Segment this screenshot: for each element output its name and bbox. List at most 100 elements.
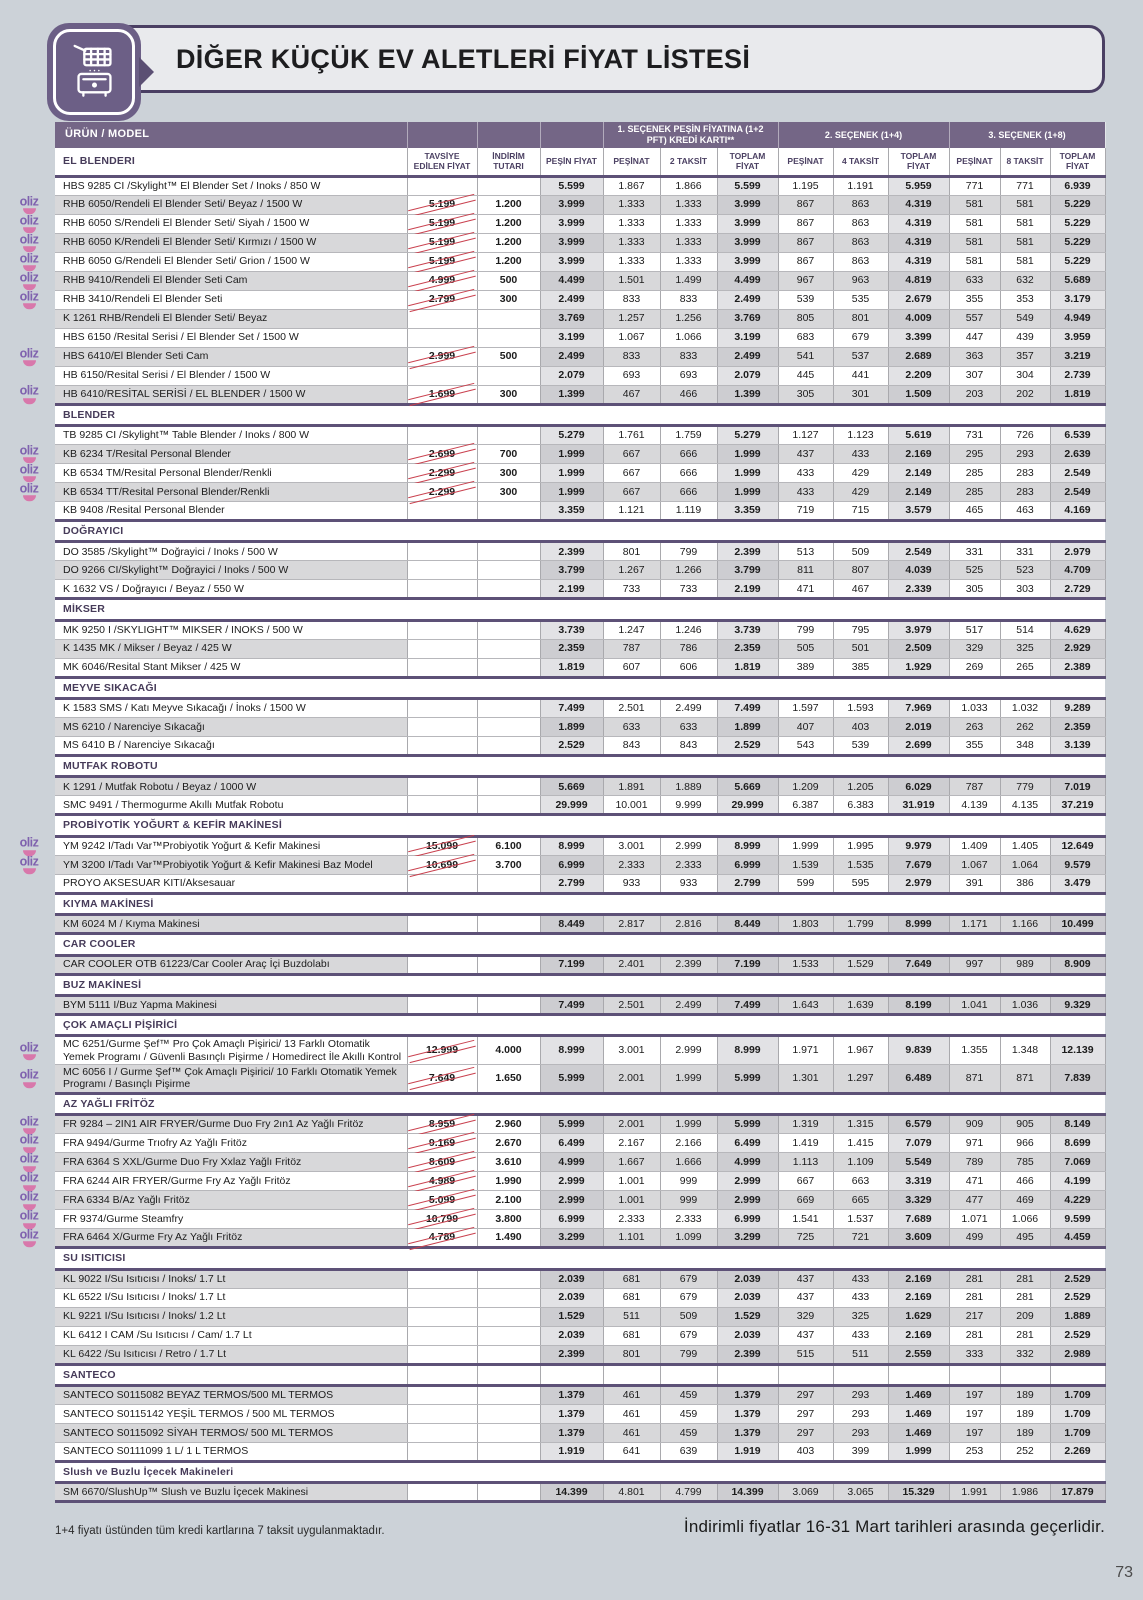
table-row: oliz HBS 6410/El Blender Seti Cam 2.999 500… [20, 347, 1106, 367]
price-cell: 1.929 [888, 658, 950, 678]
section-header-row: MEYVE SIKACAĞI [55, 675, 1106, 701]
price-cell: 541 [778, 347, 834, 367]
price-cell: 363 [949, 347, 1001, 367]
price-cell: 679 [833, 328, 889, 348]
product-name: KL 9022 I/Su Isıtıcısı / Inoks/ 1.7 Lt [63, 1272, 226, 1285]
section-header-cell [603, 1362, 661, 1387]
price-cell: 799 [660, 1345, 718, 1365]
price-cell [407, 914, 478, 935]
price-cell [407, 955, 478, 975]
price-cell: 2.359 [717, 639, 779, 659]
product-cell: SANTECO S0115092 SİYAH TERMOS/ 500 ML TE… [55, 1423, 408, 1443]
price-cell [407, 776, 478, 797]
price-cell: 2.333 [603, 1209, 661, 1230]
price-cell: 5.279 [717, 425, 779, 445]
price-cell: 581 [949, 252, 1001, 272]
product-cell: oliz KB 6234 T/Resital Personal Blender [20, 444, 408, 464]
price-cell: 6.999 [540, 1209, 604, 1230]
product-cell: SMC 9491 / Thermogurme Akıllı Mutfak Rob… [55, 795, 408, 816]
product-name: SANTECO S0115142 YEŞİL TERMOS / 500 ML T… [63, 1407, 335, 1420]
section-header-cell [949, 1362, 1001, 1387]
price-cell: 2.639 [1050, 444, 1106, 464]
page-number: 73 [1115, 1564, 1133, 1581]
product-cell: KL 6522 I/Su Isıtıcısı / Inoks/ 1.7 Lt [55, 1288, 408, 1308]
price-cell: 3.979 [888, 620, 950, 640]
price-cell [477, 1482, 541, 1504]
price-cell: 445 [778, 366, 834, 386]
table-row: oliz KB 6234 T/Resital Personal Blender 2.… [20, 444, 1106, 464]
price-cell: 1.867 [603, 176, 661, 196]
table-row: oliz RHB 6050 K/Rendeli El Blender Seti/ … [20, 233, 1106, 253]
product-cell: SANTECO S0115082 BEYAZ TERMOS/500 ML TER… [55, 1385, 408, 1405]
product-cell: MK 6046/Resital Stant Mikser / 425 W [55, 658, 408, 678]
price-cell: 1.064 [1000, 855, 1051, 875]
price-cell: 514 [1000, 620, 1051, 640]
price-cell: 787 [949, 776, 1001, 797]
price-cell: 1.166 [1000, 914, 1051, 935]
price-cell: 4.229 [1050, 1190, 1106, 1211]
column-header: 8 TAKSİT [1000, 148, 1051, 178]
table-row: KB 9408 /Resital Personal Blender 3.359 1.… [55, 501, 1106, 521]
product-name: MS 6410 B / Narenciye Sıkacağı [63, 739, 215, 752]
price-cell: 4.319 [888, 214, 950, 234]
table-row: oliz YM 9242 I/Tadı Var™Probiyotik Yoğurt… [20, 836, 1106, 856]
price-cell: 10.499 [1050, 914, 1106, 935]
price-cell: 700 [477, 444, 541, 464]
price-cell: 3.299 [717, 1228, 779, 1249]
oliz-brand-logo: oliz [8, 290, 50, 310]
product-name: RHB 6050 K/Rendeli El Blender Seti/ Kırm… [63, 236, 317, 249]
price-cell: 1.999 [717, 444, 779, 464]
product-name: FRA 6364 S XXL/Gurme Duo Fry Xxlaz Yağlı… [63, 1155, 302, 1168]
footnote-left: 1+4 fiyatı üstünden tüm kredi kartlarına… [55, 1525, 385, 1538]
price-cell [407, 560, 478, 581]
price-cell: 2.079 [540, 366, 604, 386]
price-cell: 2.399 [540, 541, 604, 562]
price-cell: 679 [660, 1269, 718, 1289]
price-cell: 1.967 [833, 1035, 889, 1065]
price-cell: 513 [778, 541, 834, 562]
oliz-logo-text: oliz [19, 231, 39, 246]
product-name: K 1583 SMS / Katı Meyve Sıkacağı / İnoks… [63, 702, 306, 715]
price-cell: 1.819 [1050, 385, 1106, 405]
price-cell: 5.959 [888, 176, 950, 196]
recommended-price-struck: 10.799 [407, 1209, 478, 1230]
price-cell: 2.359 [540, 639, 604, 659]
price-cell [407, 1326, 478, 1346]
price-cell: 666 [660, 482, 718, 502]
oliz-logo-text: oliz [19, 1189, 39, 1204]
product-name: HBS 6410/El Blender Seti Cam [63, 350, 209, 363]
table-row: oliz FRA 6244 AIR FRYER/Gurme Fry Az Yağl… [20, 1171, 1106, 1192]
price-cell: 389 [778, 658, 834, 678]
price-cell: 8.999 [888, 914, 950, 935]
section-title: MİKSER [55, 597, 1106, 622]
product-name: MS 6210 / Narenciye Sıkacağı [63, 720, 205, 733]
footnote-right: İndirimli fiyatlar 16-31 Mart tarihleri … [683, 1517, 1105, 1537]
price-cell: 525 [949, 560, 1001, 581]
price-cell: 997 [949, 955, 1001, 975]
price-cell: 7.649 [888, 955, 950, 975]
product-name: KB 6534 TT/Resital Personal Blender/Renk… [63, 485, 270, 498]
price-cell [477, 1269, 541, 1289]
product-cell: oliz HB 6410/RESİTAL SERİSİ / EL BLENDER … [20, 384, 408, 405]
oliz-fan-icon [22, 1241, 36, 1248]
price-cell: 2.499 [540, 290, 604, 310]
price-cell: 9.839 [888, 1035, 950, 1065]
price-cell: 1.033 [949, 698, 1001, 718]
oliz-fan-icon [22, 246, 36, 253]
price-cell: 469 [1000, 1190, 1051, 1211]
price-cell: 3.579 [888, 501, 950, 521]
price-cell: 1.379 [540, 1404, 604, 1424]
product-cell: oliz MC 6251/Gurme Şef™ Pro Çok Amaçlı Pi… [20, 1035, 408, 1065]
price-cell: 733 [660, 579, 718, 600]
price-cell: 7.499 [717, 698, 779, 718]
product-name: YM 9242 I/Tadı Var™Probiyotik Yoğurt & K… [63, 840, 321, 853]
price-cell: 3.139 [1050, 736, 1106, 756]
price-cell: 5.999 [540, 1064, 604, 1094]
price-cell: 539 [778, 290, 834, 310]
price-cell: 2.167 [603, 1133, 661, 1154]
price-cell: 725 [778, 1228, 834, 1249]
price-cell: 1.999 [660, 1114, 718, 1135]
price-cell: 1.629 [888, 1307, 950, 1327]
price-cell: 1.101 [603, 1228, 661, 1249]
